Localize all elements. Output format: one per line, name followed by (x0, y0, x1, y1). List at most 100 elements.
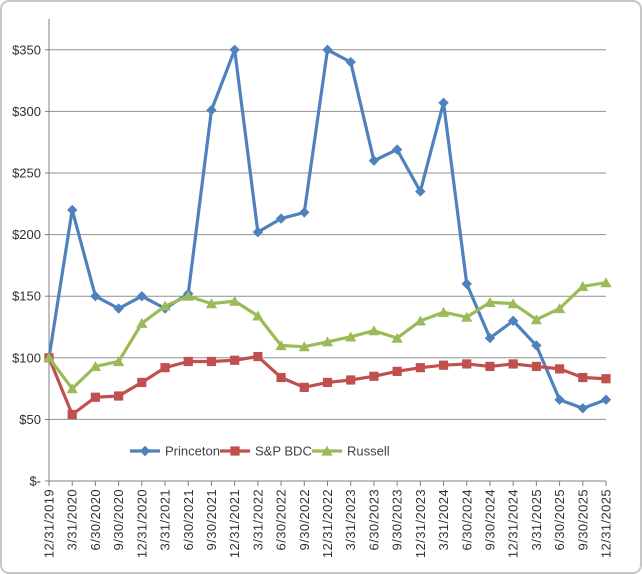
x-axis-tick-label: 3/31/2023 (343, 489, 358, 550)
marker-s-p-bdc (392, 366, 402, 376)
x-axis-tick-label: 9/30/2025 (575, 489, 590, 550)
marker-s-p-bdc (67, 409, 77, 420)
series-line-russell (47, 281, 608, 391)
marker-s-p-bdc (253, 351, 263, 362)
x-axis-tick-label: 6/30/2022 (274, 489, 289, 550)
marker-russell (437, 306, 450, 317)
marker-princeton (438, 97, 449, 108)
x-axis-tick-label: 6/30/2023 (366, 489, 381, 550)
legend-label-princeton: Princeton (165, 444, 220, 459)
marker-russell (414, 315, 426, 326)
series-line-princeton (47, 48, 608, 410)
legend-label-russell: Russell (347, 444, 390, 459)
x-axis-tick-label: 3/31/2025 (529, 489, 544, 550)
marker-russell (252, 310, 264, 321)
marker-russell (530, 314, 542, 325)
marker-s-p-bdc (299, 382, 309, 392)
x-axis-tick-label: 6/30/2024 (459, 489, 474, 550)
marker-s-p-bdc (462, 359, 472, 369)
marker-russell (600, 277, 612, 288)
marker-princeton (461, 278, 472, 290)
marker-s-p-bdc (346, 375, 356, 385)
marker-princeton (136, 291, 148, 302)
marker-russell (66, 383, 78, 394)
marker-princeton (90, 291, 101, 302)
y-axis-tick-label: $300 (12, 104, 41, 119)
y-axis-tick-label: $250 (12, 166, 41, 181)
marker-s-p-bdc (485, 361, 495, 372)
marker-russell (507, 298, 519, 309)
x-axis-tick-label: 3/31/2024 (436, 489, 451, 550)
x-axis-tick-label: 3/31/2020 (65, 489, 80, 550)
marker-princeton (600, 394, 612, 405)
marker-russell (275, 340, 287, 351)
legend-marker-s-p-bdc (230, 446, 240, 456)
marker-russell (577, 280, 589, 291)
marker-princeton (415, 186, 426, 197)
marker-s-p-bdc (230, 355, 240, 365)
x-axis-tick-label: 9/30/2020 (111, 489, 126, 550)
marker-princeton (368, 155, 380, 166)
marker-s-p-bdc (531, 361, 541, 372)
marker-s-p-bdc (114, 391, 124, 401)
x-axis-tick-label: 9/30/2021 (204, 489, 219, 550)
marker-princeton (206, 104, 217, 116)
marker-s-p-bdc (160, 363, 170, 373)
marker-princeton (391, 144, 403, 155)
marker-s-p-bdc (90, 392, 101, 402)
marker-princeton (67, 204, 78, 216)
marker-s-p-bdc (206, 356, 217, 367)
marker-princeton (275, 213, 287, 224)
x-axis-tick-label: 6/30/2021 (181, 489, 196, 550)
x-axis-tick-label: 9/30/2022 (297, 489, 312, 550)
marker-russell (345, 331, 357, 342)
marker-russell (113, 356, 125, 367)
legend-marker-russell (321, 445, 333, 456)
marker-russell (484, 296, 496, 307)
marker-russell (553, 303, 566, 314)
marker-s-p-bdc (415, 363, 425, 373)
marker-princeton (229, 44, 240, 55)
marker-princeton (299, 207, 310, 218)
x-axis-tick-label: 6/30/2020 (88, 489, 103, 550)
marker-russell (461, 311, 473, 322)
marker-s-p-bdc (137, 377, 147, 388)
marker-s-p-bdc (578, 372, 588, 383)
marker-s-p-bdc (438, 360, 449, 370)
x-axis-tick-label: 12/31/2025 (599, 489, 614, 558)
marker-russell (89, 361, 102, 372)
y-axis-tick-label: $50 (19, 412, 41, 427)
marker-princeton (252, 226, 264, 238)
legend-label-s-p-bdc: S&P BDC (255, 444, 312, 459)
y-axis-tick-label: $100 (12, 350, 41, 365)
x-axis-tick-label: 12/31/2024 (506, 489, 521, 558)
legend-marker-princeton (139, 445, 151, 457)
x-axis-tick-label: 12/31/2023 (413, 489, 428, 558)
marker-russell (182, 290, 194, 301)
marker-s-p-bdc (508, 359, 518, 369)
x-axis-tick-label: 6/30/2025 (552, 489, 567, 550)
x-axis-tick-label: 12/31/2020 (134, 489, 149, 558)
marker-s-p-bdc (276, 372, 286, 383)
marker-russell (136, 317, 148, 328)
marker-princeton (507, 315, 519, 327)
y-axis-tick-label: $150 (12, 289, 41, 304)
x-axis-tick-label: 12/31/2019 (42, 489, 57, 558)
marker-russell (159, 300, 171, 311)
x-axis-tick-label: 9/30/2023 (390, 489, 405, 550)
y-axis-tick-label: $200 (12, 227, 41, 242)
x-axis-tick-label: 12/31/2021 (227, 489, 242, 558)
y-axis-tick-label: $350 (12, 42, 41, 57)
marker-russell (43, 352, 55, 363)
y-axis-tick-label: $- (29, 474, 41, 489)
marker-russell (391, 332, 403, 343)
marker-s-p-bdc (183, 356, 193, 367)
marker-russell (229, 295, 241, 306)
marker-russell (368, 325, 380, 336)
marker-princeton (531, 340, 542, 351)
marker-princeton (345, 56, 356, 68)
marker-princeton (554, 394, 565, 405)
marker-princeton (484, 332, 496, 344)
